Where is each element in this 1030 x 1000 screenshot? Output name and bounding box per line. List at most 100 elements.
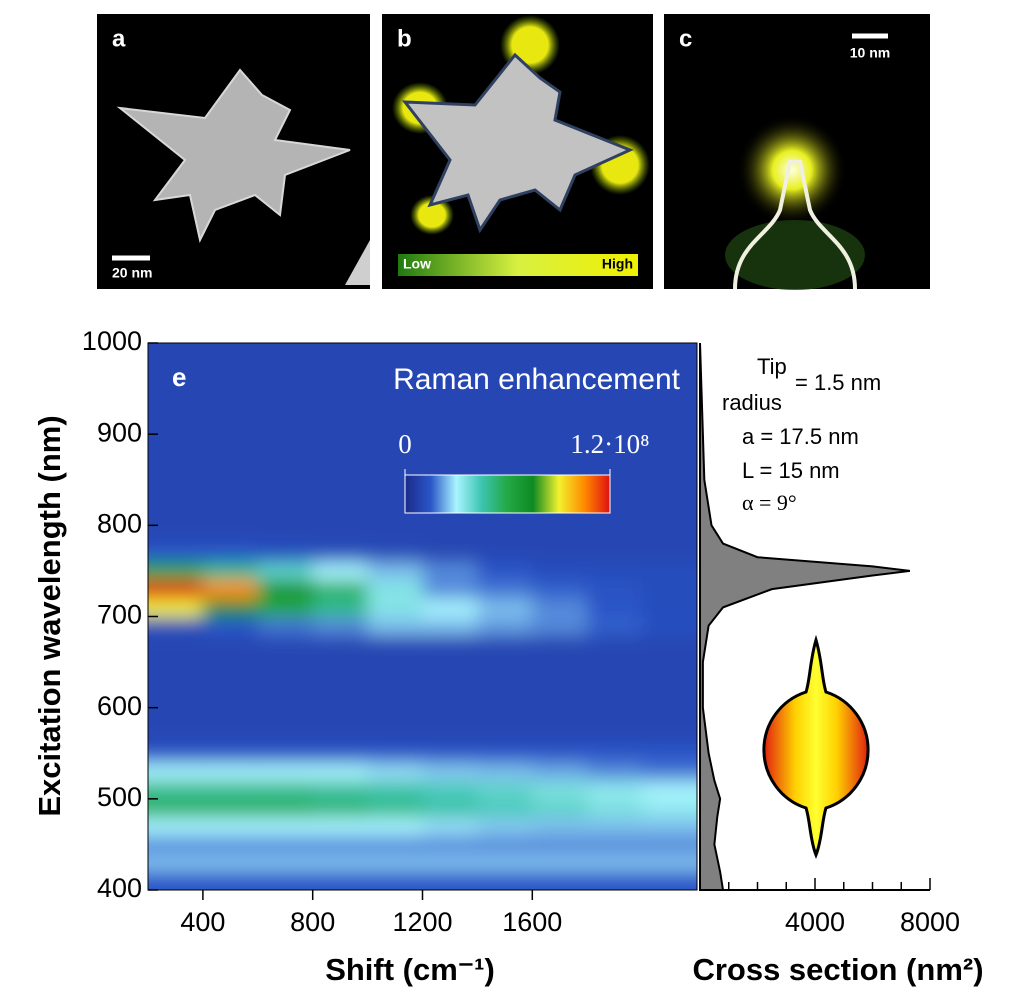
- heatmap-cell: [203, 489, 258, 508]
- heatmap-cell: [313, 544, 368, 563]
- heatmap-cell: [587, 781, 642, 800]
- heatmap-cell: [313, 416, 368, 435]
- heatmap-cell: [587, 525, 642, 544]
- heatmap-cell: [642, 708, 727, 727]
- heatmap-cell: [532, 598, 587, 617]
- heatmap-cell: [368, 744, 423, 763]
- heatmap-cell: [118, 653, 203, 672]
- heatmap-cell: [642, 653, 727, 672]
- heatmap-cell: [118, 562, 203, 581]
- heatmap-cell: [477, 817, 532, 836]
- annotation: Tip: [757, 354, 787, 379]
- heatmap-cell: [313, 361, 368, 380]
- heatmap-cell: [258, 379, 313, 398]
- heatmap-cell: [587, 872, 642, 921]
- heatmap-cell: [477, 434, 532, 453]
- heatmap-cell: [313, 762, 368, 781]
- x-tick-label: 800: [290, 907, 335, 937]
- heatmap-cell: [587, 544, 642, 563]
- heatmap-cell: [313, 744, 368, 763]
- heatmap-cell: [118, 817, 203, 836]
- heatmap-cell: [118, 379, 203, 398]
- heatmap-cell: [203, 416, 258, 435]
- heatmap-cell: [203, 361, 258, 380]
- colorbar: [405, 475, 610, 513]
- heatmap-cell: [203, 313, 258, 362]
- heatmap-cell: [642, 689, 727, 708]
- heatmap-cell: [642, 313, 727, 362]
- heatmap-cell: [258, 562, 313, 581]
- heatmap-cell: [203, 398, 258, 417]
- heatmap-cell: [203, 580, 258, 599]
- heatmap-cell: [258, 708, 313, 727]
- panel-label: c: [679, 25, 692, 52]
- heatmap-cell: [368, 416, 423, 435]
- heatmap-cell: [313, 379, 368, 398]
- heatmap-cell: [203, 744, 258, 763]
- heatmap-cell: [203, 726, 258, 745]
- heatmap-cell: [118, 544, 203, 563]
- heatmap-cell: [642, 635, 727, 654]
- y-tick-label: 800: [97, 508, 142, 538]
- heatmap-cell: [532, 781, 587, 800]
- heatmap-cell: [587, 635, 642, 654]
- heatmap-cell: [368, 434, 423, 453]
- heatmap-cell: [532, 799, 587, 818]
- heatmap-cell: [587, 762, 642, 781]
- heatmap-cell: [587, 398, 642, 417]
- heatmap-cell: [258, 854, 313, 873]
- heatmap-cell: [203, 781, 258, 800]
- particle-schematic: [764, 640, 868, 855]
- heatmap-cell: [532, 617, 587, 636]
- x-tick-label: 8000: [900, 907, 960, 937]
- heatmap-cell: [477, 416, 532, 435]
- heatmap-cell: [642, 416, 727, 435]
- heatmap-cell: [118, 762, 203, 781]
- annotation: radius: [722, 390, 782, 415]
- heatmap-cell: [477, 781, 532, 800]
- annotation: a = 17.5 nm: [742, 424, 859, 449]
- heatmap-cell: [258, 580, 313, 599]
- heatmap-cell: [118, 835, 203, 854]
- heatmap-cell: [313, 507, 368, 526]
- heatmap-cell: [423, 708, 478, 727]
- panel-label: a: [112, 25, 126, 52]
- heatmap-cell: [532, 744, 587, 763]
- heatmap-cell: [313, 708, 368, 727]
- heatmap-cell: [118, 726, 203, 745]
- heatmap-cell: [587, 744, 642, 763]
- heatmap-cell: [532, 635, 587, 654]
- heatmap-cell: [532, 525, 587, 544]
- heatmap-cell: [368, 398, 423, 417]
- heatmap: [118, 313, 728, 921]
- heatmap-cell: [587, 726, 642, 745]
- heatmap-cell: [477, 580, 532, 599]
- heatmap-cell: [642, 726, 727, 745]
- heatmap-cell: [258, 744, 313, 763]
- heatmap-cell: [477, 744, 532, 763]
- heatmap-cell: [313, 689, 368, 708]
- heatmap-cell: [118, 854, 203, 873]
- heatmap-cell: [587, 689, 642, 708]
- heatmap-cell: [587, 835, 642, 854]
- x-tick-label: 1200: [392, 907, 452, 937]
- heatmap-cell: [423, 689, 478, 708]
- heatmap-cell: [368, 525, 423, 544]
- heatmap-cell: [313, 617, 368, 636]
- y-tick-label: 600: [97, 691, 142, 721]
- field-glow: [737, 115, 847, 225]
- heatmap-cell: [313, 471, 368, 490]
- heatmap-cell: [313, 854, 368, 873]
- heatmap-cell: [423, 781, 478, 800]
- colorbar-low: Low: [403, 256, 431, 272]
- y-tick-label: 700: [97, 600, 142, 630]
- heatmap-cell: [477, 313, 532, 362]
- heatmap-cell: [532, 708, 587, 727]
- x-tick-label: 1600: [502, 907, 562, 937]
- heatmap-cell: [587, 653, 642, 672]
- heatmap-cell: [423, 671, 478, 690]
- heatmap-cell: [642, 452, 727, 471]
- scale-bar-label: 10 nm: [850, 45, 890, 61]
- heatmap-cell: [203, 434, 258, 453]
- heatmap-cell: [118, 744, 203, 763]
